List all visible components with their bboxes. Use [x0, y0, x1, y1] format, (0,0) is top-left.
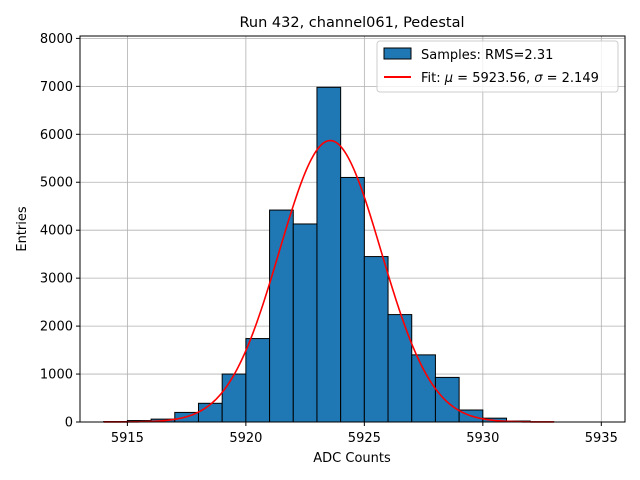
fit-curve: [103, 139, 554, 423]
histogram-bar: [245, 338, 271, 423]
plot-frame: [79, 35, 626, 423]
x-tick-label: 5920: [229, 431, 262, 446]
histogram-bar: [363, 256, 389, 423]
x-tick-label: 5915: [111, 431, 144, 446]
legend-fit-mu-value: = 5923.56,: [453, 71, 534, 86]
fit-curve-group: [103, 139, 554, 423]
histogram-bar: [221, 373, 247, 423]
y-tick-label: 8000: [40, 32, 73, 47]
histogram-bar: [197, 402, 223, 423]
y-tick-label: 1000: [40, 368, 73, 383]
y-tick-label: 3000: [40, 272, 73, 287]
x-tick-label: 5930: [466, 431, 499, 446]
y-axis-label: Entries: [15, 206, 30, 252]
x-axis-label: ADC Counts: [313, 451, 391, 466]
histogram-bar: [316, 86, 342, 423]
legend-mu-symbol: μ: [444, 71, 453, 86]
legend-histogram-swatch: [383, 47, 412, 60]
y-tick-label: 5000: [40, 176, 73, 191]
chart-title: Run 432, channel061, Pedestal: [239, 15, 464, 31]
x-tick-label: 5935: [585, 431, 618, 446]
legend-fit-label: Fit: μ = 5923.56, σ = 2.149: [421, 71, 599, 86]
histogram-bar: [292, 223, 318, 423]
histogram-bar: [434, 376, 460, 423]
y-tick-label: 4000: [40, 224, 73, 239]
x-tick-label: 5925: [348, 431, 381, 446]
x-axis-ticks: 5915 5920 5925 5930 5935: [111, 422, 618, 446]
histogram-bars: [103, 86, 555, 423]
histogram-bar: [411, 354, 436, 423]
legend-box: [376, 40, 619, 93]
y-tick-label: 2000: [40, 320, 73, 335]
legend: Samples: RMS=2.31 Fit: μ = 5923.56, σ = …: [376, 40, 619, 93]
y-tick-label: 7000: [40, 80, 73, 95]
y-tick-label: 0: [65, 416, 73, 431]
legend-fit-sigma-value: = 2.149: [542, 71, 598, 86]
histogram-bar: [387, 314, 413, 423]
y-axis-ticks: 0 1000 2000 3000 4000 5000 6000 7000 8000: [40, 32, 80, 431]
legend-histogram-label: Samples: RMS=2.31: [421, 48, 553, 63]
legend-fit-prefix: Fit:: [421, 71, 445, 86]
y-tick-label: 6000: [40, 128, 73, 143]
histogram-bar: [340, 176, 365, 423]
legend-sigma-symbol: σ: [534, 71, 543, 86]
